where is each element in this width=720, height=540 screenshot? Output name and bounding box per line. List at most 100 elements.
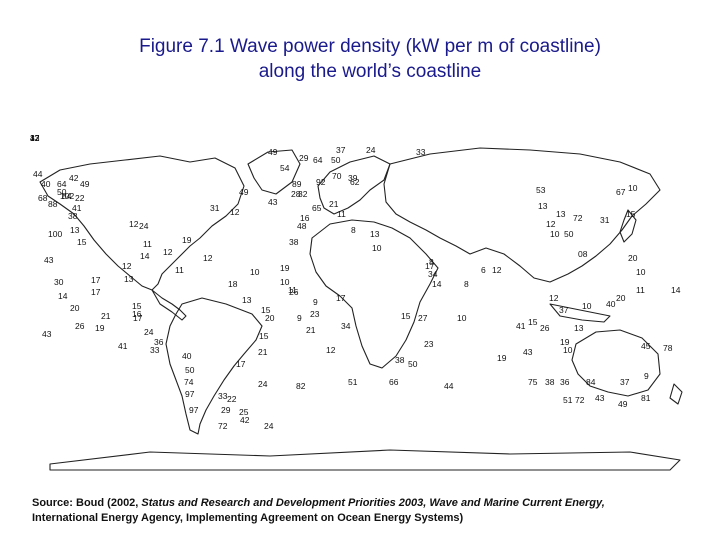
wave-power-value: 14 [671,285,681,295]
wave-power-value: 10 [372,243,382,253]
wave-power-value: 65 [312,203,322,213]
wave-power-value: 13 [370,229,380,239]
wave-power-value: 25 [239,407,249,417]
wave-power-value: 64 [313,155,323,165]
wave-power-value: 12 [546,219,556,229]
wave-power-value: 12 [326,345,336,355]
wave-power-value: 45 [641,341,651,351]
wave-power-value: 17 [91,275,101,285]
wave-power-value: 82 [296,381,306,391]
north-america-landmass [39,155,245,291]
wave-power-value: 36 [154,337,164,347]
wave-power-value: 97 [185,389,195,399]
wave-power-value: 50 [57,187,67,197]
wave-power-value: 26 [289,287,299,297]
wave-power-value: 14 [140,251,150,261]
wave-power-value: 13 [124,274,134,284]
wave-power-value: 37 [620,377,630,387]
wave-power-value: 34 [428,269,438,279]
wave-power-value: 22 [227,394,237,404]
wave-power-value: 42 [30,133,40,143]
wave-power-value: 49 [80,179,90,189]
wave-power-value: 37 [30,133,40,143]
wave-power-value: 17 [236,359,246,369]
wave-power-value: 12 [230,207,240,217]
wave-power-value: 16 [132,309,142,319]
wave-power-value: 84 [586,377,596,387]
wave-power-value: 13 [70,225,80,235]
wave-power-value: 10 [457,313,467,323]
wave-power-value: 10 [628,183,638,193]
wave-power-value: 16 [300,213,310,223]
wave-power-value: 30 [54,277,64,287]
wave-power-value: 31 [210,203,220,213]
wave-power-value: 38 [289,237,299,247]
wave-power-value: 13 [538,201,548,211]
wave-power-value: 10 [280,277,290,287]
wave-power-value: 81 [641,393,651,403]
wave-power-value: 33 [150,345,160,355]
wave-power-value: 19 [95,323,105,333]
world-map: 44 40 64 42 50 84 49 68 102 22 88 41 100 38 12 24 14 11 12… [30,134,690,474]
wave-power-value: 39 [348,173,358,183]
wave-power-value: 50 [185,365,195,375]
wave-power-value: 49 [268,147,278,157]
wave-power-value: 21 [306,325,316,335]
wave-power-value: 10 [550,229,560,239]
wave-power-value: 21 [329,199,339,209]
wave-power-value: 12 [492,265,502,275]
wave-power-value: 12 [30,133,40,143]
figure-title: Figure 7.1 Wave power density (kW per m … [40,34,700,84]
wave-power-value: 8 [429,257,434,267]
world-map-outline [39,147,683,471]
wave-power-value: 10 [250,267,260,277]
wave-power-value: 15 [261,305,271,315]
wave-power-value: 26 [75,321,85,331]
wave-power-value: 43 [595,393,605,403]
wave-power-value: 10 [582,301,592,311]
south-america-landmass [165,297,263,435]
wave-power-value: 13 [556,209,566,219]
wave-power-value: 17 [133,313,143,323]
wave-power-value: 31 [600,215,610,225]
wave-power-value: 92 [316,177,326,187]
wave-power-value: 33 [218,391,228,401]
wave-power-value: 23 [424,339,434,349]
wave-power-value: 38 [395,355,405,365]
wave-power-value: 11 [337,209,346,219]
wave-power-value: 72 [573,213,583,223]
figure-title-line-2: along the world’s coastline [258,61,482,82]
wave-power-value: 43 [523,347,533,357]
antarctica-landmass [49,449,681,471]
wave-power-value: 20 [628,253,638,263]
wave-power-value: 15 [401,311,411,321]
europe-landmass [317,155,391,215]
wave-power-value: 36 [560,377,570,387]
wave-power-value: 44 [33,169,43,179]
wave-power-value: 9 [297,313,302,323]
wave-power-value: 38 [68,211,78,221]
wave-power-value: 88 [48,199,58,209]
wave-power-value: 34 [341,321,351,331]
wave-power-value: 40 [182,351,192,361]
wave-power-value: 19 [280,263,290,273]
wave-power-value: 13 [242,295,252,305]
wave-power-value: 26 [540,323,550,333]
wave-power-value: 53 [536,185,546,195]
wave-power-value: 6 [481,265,486,275]
asia-landmass [383,147,661,283]
wave-power-value: 15 [259,331,269,341]
wave-power-value: 20 [616,293,626,303]
wave-power-value: 29 [221,405,231,415]
wave-power-value: 43 [42,329,52,339]
source-note: Source: Boud (2002, Status and Research … [32,496,702,526]
wave-power-value: 50 [408,359,418,369]
wave-power-value: 11 [288,285,297,295]
wave-power-value: 49 [618,399,628,409]
wave-power-value: 97 [189,405,199,415]
wave-power-value: 12 [549,293,559,303]
wave-power-value: 42 [69,173,79,183]
wave-power-value: 11 [175,265,184,275]
wave-power-value: 15 [528,317,538,327]
wave-power-value: 24 [366,145,376,155]
